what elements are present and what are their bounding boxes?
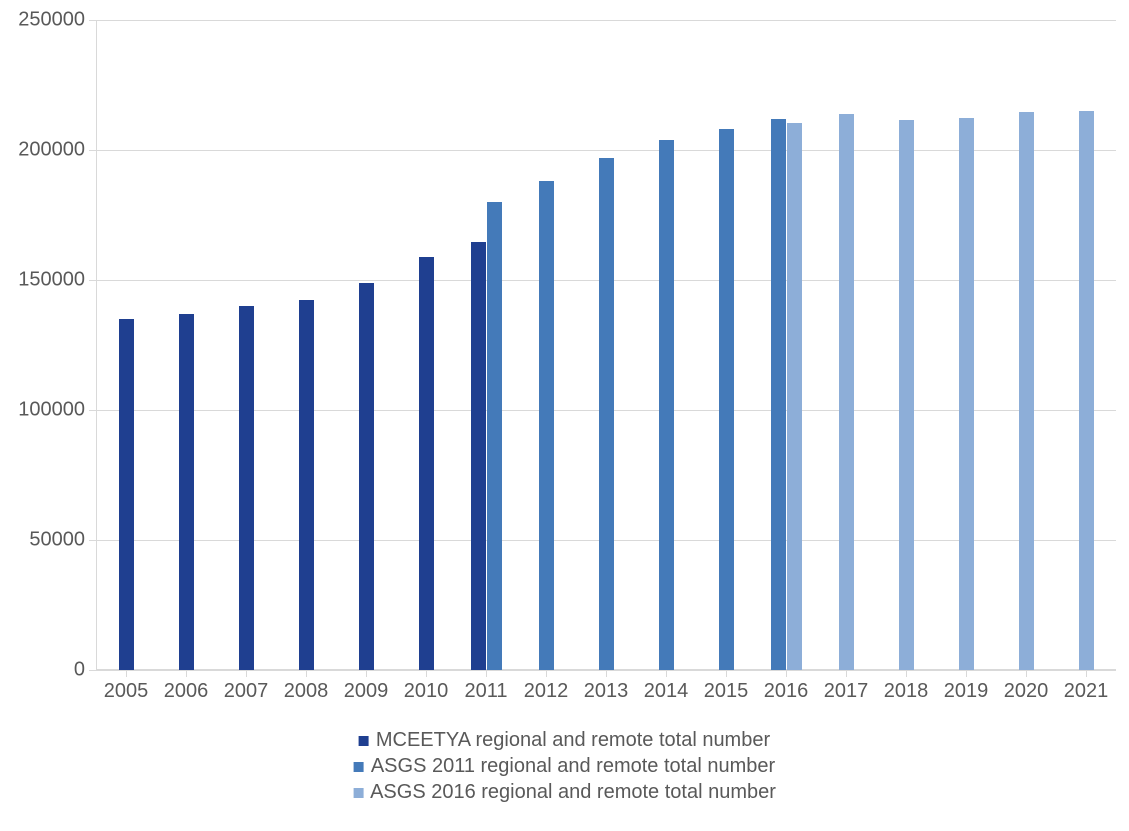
x-tick-label: 2008 [284,680,329,703]
x-tick-mark [1026,670,1027,677]
y-tick-label: 100000 [18,399,85,422]
bar [471,242,486,670]
x-tick-label: 2016 [764,680,809,703]
x-tick-mark [126,670,127,677]
y-tick-mark [89,410,96,411]
x-tick-mark [666,670,667,677]
y-axis-line [96,20,97,670]
y-tick-mark [89,540,96,541]
x-tick-label: 2009 [344,680,389,703]
legend-item: MCEETYA regional and remote total number [353,729,776,752]
legend-label: ASGS 2011 regional and remote total numb… [371,755,775,778]
y-tick-label: 50000 [29,529,85,552]
legend-item: ASGS 2016 regional and remote total numb… [353,781,776,804]
bar [179,314,194,670]
x-tick-mark [906,670,907,677]
x-tick-mark [966,670,967,677]
x-tick-mark [186,670,187,677]
x-tick-label: 2013 [584,680,629,703]
y-tick-label: 250000 [18,9,85,32]
bar [359,283,374,670]
x-tick-label: 2005 [104,680,149,703]
legend-item: ASGS 2011 regional and remote total numb… [353,755,776,778]
bar [1079,111,1094,670]
x-tick-label: 2011 [464,680,507,703]
y-tick-label: 200000 [18,139,85,162]
bar [239,306,254,670]
y-tick-label: 0 [74,659,85,682]
bar [119,319,134,670]
bar [839,114,854,670]
bar [659,140,674,670]
x-tick-mark [846,670,847,677]
x-tick-label: 2006 [164,680,209,703]
bar [599,158,614,670]
bar [787,123,802,670]
y-tick-mark [89,150,96,151]
legend-label: MCEETYA regional and remote total number [376,729,770,752]
y-tick-mark [89,670,96,671]
bar [719,129,734,670]
y-tick-mark [89,20,96,21]
x-tick-mark [486,670,487,677]
plot-area [96,20,1116,670]
x-tick-label: 2012 [524,680,569,703]
x-tick-label: 2018 [884,680,929,703]
x-tick-mark [426,670,427,677]
legend-label: ASGS 2016 regional and remote total numb… [370,781,776,804]
bar [899,120,914,670]
gridline [96,20,1116,21]
bar [771,119,786,670]
x-tick-mark [726,670,727,677]
x-tick-label: 2017 [824,680,869,703]
x-tick-mark [786,670,787,677]
y-tick-mark [89,280,96,281]
x-tick-label: 2015 [704,680,749,703]
x-tick-mark [1086,670,1087,677]
x-tick-label: 2021 [1064,680,1109,703]
bar [419,257,434,670]
legend-swatch [359,736,369,746]
bar [1019,112,1034,670]
legend-swatch [353,788,363,798]
x-tick-mark [306,670,307,677]
bar-chart: MCEETYA regional and remote total number… [0,0,1129,831]
y-tick-label: 150000 [18,269,85,292]
x-tick-mark [246,670,247,677]
x-tick-label: 2007 [224,680,269,703]
x-tick-label: 2010 [404,680,449,703]
x-tick-label: 2014 [644,680,689,703]
bar [959,118,974,671]
bar [487,202,502,670]
legend-swatch [354,762,364,772]
legend: MCEETYA regional and remote total number… [353,726,776,807]
bar [299,300,314,671]
x-tick-label: 2020 [1004,680,1049,703]
x-tick-mark [606,670,607,677]
bar [539,181,554,670]
x-tick-mark [366,670,367,677]
x-tick-label: 2019 [944,680,989,703]
x-tick-mark [546,670,547,677]
